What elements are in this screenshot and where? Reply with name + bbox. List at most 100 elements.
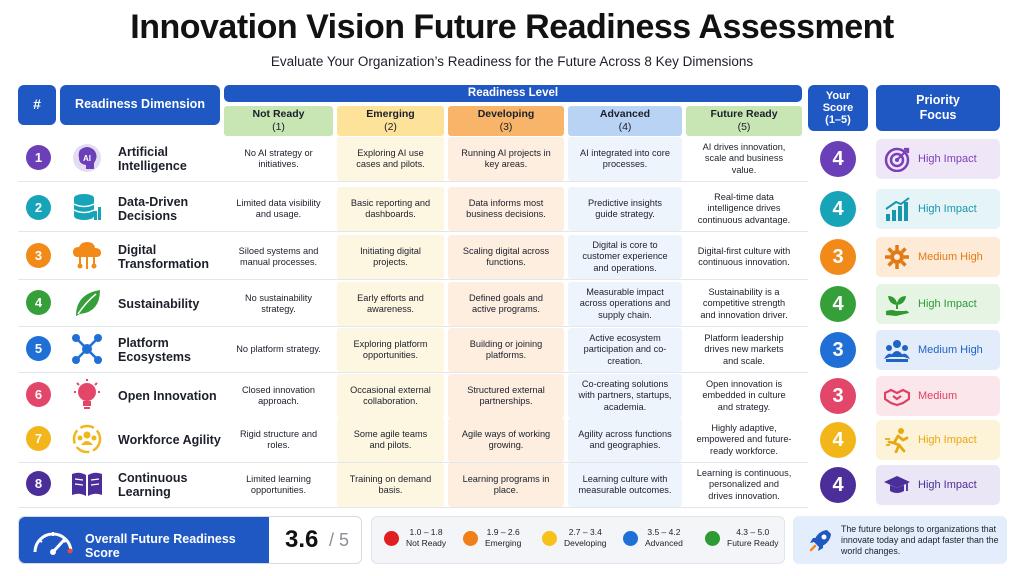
legend-item: 1.9 – 2.6 Emerging (463, 527, 521, 549)
level-cell: Platform leadership drives new markets a… (686, 328, 802, 372)
dimension-cell: 1 AI Artificial Intelligence (18, 137, 224, 181)
dimension-label: Platform Ecosystems (118, 336, 191, 364)
page-title: Innovation Vision Future Readiness Asses… (130, 8, 894, 46)
score-badge: 4 (820, 467, 856, 503)
dimension-cell: 8 Continuous Learning (18, 463, 224, 507)
growth-chart-icon (884, 196, 910, 222)
legend-label: Emerging (485, 538, 522, 548)
legend-dot (463, 531, 478, 546)
level-cell: Learning is continuous, personalized and… (686, 463, 802, 507)
overall-score-max: / 5 (329, 530, 350, 550)
level-header: Developing (3) (448, 106, 564, 136)
rocket-icon (809, 530, 831, 552)
dimension-cell: 6 Open Innovation (18, 374, 224, 418)
priority-label: High Impact (918, 298, 977, 310)
score-badge: 4 (820, 286, 856, 322)
legend-dot (705, 531, 720, 546)
priority-label: High Impact (918, 203, 977, 215)
header-readiness-level: Readiness Level (224, 85, 802, 102)
level-cell: Running AI projects in key areas. (448, 137, 564, 181)
dimension-cell: 2 Data-Driven Decisions (18, 187, 224, 231)
level-cell: Digital-first culture with continuous in… (686, 235, 802, 279)
level-cell: Open innovation is embedded in culture a… (686, 374, 802, 418)
legend-item: 4.3 – 5.0 Future Ready (705, 527, 779, 549)
overall-score-panel: Overall Future Readiness Score 3.6 / 5 (18, 516, 362, 564)
level-cell: No sustainability strategy. (224, 282, 333, 326)
people-cycle-icon (70, 422, 104, 456)
level-cell: Measurable impact across operations and … (568, 282, 682, 326)
cloud-network-icon (70, 239, 104, 273)
level-cell: AI drives innovation, scale and business… (686, 137, 802, 181)
level-cell: Agility across functions and geographies… (568, 418, 682, 462)
level-header-name: Advanced (599, 108, 651, 120)
ai-brain-icon: AI (70, 141, 104, 175)
gear-icon (884, 244, 910, 270)
level-cell: Digital is core to customer experience a… (568, 235, 682, 279)
dimension-label: Sustainability (118, 297, 200, 311)
level-cell: Exploring platform opportunities. (337, 328, 444, 372)
header-dimension: Readiness Dimension (60, 85, 220, 125)
level-cell: Sustainability is a competitive strength… (686, 282, 802, 326)
legend-range: 2.7 – 3.4 (568, 527, 602, 537)
level-header-number: (3) (499, 121, 513, 133)
legend-range: 1.9 – 2.6 (486, 527, 520, 537)
row-number-badge: 8 (26, 471, 51, 496)
lightbulb-icon (70, 378, 104, 412)
dimension-cell: 5 Platform Ecosystems (18, 328, 224, 372)
level-cell: Scaling digital across functions. (448, 235, 564, 279)
speedometer-icon (33, 532, 73, 555)
dimension-cell: 7 Workforce Agility (18, 418, 224, 462)
network-nodes-icon (70, 332, 104, 366)
priority-badge: High Impact (876, 139, 1000, 179)
level-cell: No platform strategy. (224, 328, 333, 372)
priority-label: Medium High (918, 344, 983, 356)
level-header-number: (4) (618, 121, 632, 133)
score-badge: 3 (820, 378, 856, 414)
level-cell: Structured external partnerships. (448, 374, 564, 418)
svg-text:AI: AI (83, 154, 91, 163)
priority-label: Medium High (918, 251, 983, 263)
score-badge: 4 (820, 191, 856, 227)
priority-badge: High Impact (876, 189, 1000, 229)
level-cell: Building or joining platforms. (448, 328, 564, 372)
level-cell: Early efforts and awareness. (337, 282, 444, 326)
dimension-label: Digital Transformation (118, 243, 209, 271)
legend-dot (623, 531, 638, 546)
plant-hand-icon (884, 291, 910, 317)
graduation-cap-icon (884, 472, 910, 498)
row-number-badge: 5 (26, 336, 51, 361)
header-priority: Priority Focus (876, 85, 1000, 131)
dimension-label: Open Innovation (118, 389, 217, 403)
level-cell: Basic reporting and dashboards. (337, 187, 444, 231)
priority-label: High Impact (918, 479, 977, 491)
priority-label: High Impact (918, 434, 977, 446)
priority-label: Medium (918, 390, 958, 402)
level-header: Future Ready (5) (686, 106, 802, 136)
level-cell: Defined goals and active programs. (448, 282, 564, 326)
legend-text: 4.3 – 5.0 Future Ready (727, 527, 779, 549)
level-header: Not Ready (1) (224, 106, 333, 136)
level-cell: Siloed systems and manual processes. (224, 235, 333, 279)
legend-label: Advanced (645, 538, 683, 548)
level-header-name: Developing (477, 108, 535, 120)
quote-panel: The future belongs to organizations that… (793, 516, 1007, 564)
level-cell: Highly adaptive, empowered and future-re… (686, 418, 802, 462)
header-number: # (18, 85, 56, 125)
level-header-name: Emerging (366, 108, 415, 120)
team-icon (884, 337, 910, 363)
level-cell: Learning programs in place. (448, 463, 564, 507)
level-header-name: Future Ready (710, 108, 778, 120)
level-cell: Limited learning opportunities. (224, 463, 333, 507)
overall-score-label-box: Overall Future Readiness Score (19, 517, 269, 563)
legend-label: Future Ready (727, 538, 779, 548)
priority-badge: Medium (876, 376, 1000, 416)
legend-item: 1.0 – 1.8 Not Ready (384, 527, 446, 549)
level-cell: Some agile teams and pilots. (337, 418, 444, 462)
legend-range: 1.0 – 1.8 (409, 527, 443, 537)
level-cell: Co-creating solutions with partners, sta… (568, 374, 682, 418)
dimension-cell: 4 Sustainability (18, 282, 224, 326)
priority-badge: High Impact (876, 465, 1000, 505)
quote-text: The future belongs to organizations that… (841, 524, 999, 556)
row-number-badge: 6 (26, 382, 51, 407)
legend-label: Not Ready (406, 538, 447, 548)
